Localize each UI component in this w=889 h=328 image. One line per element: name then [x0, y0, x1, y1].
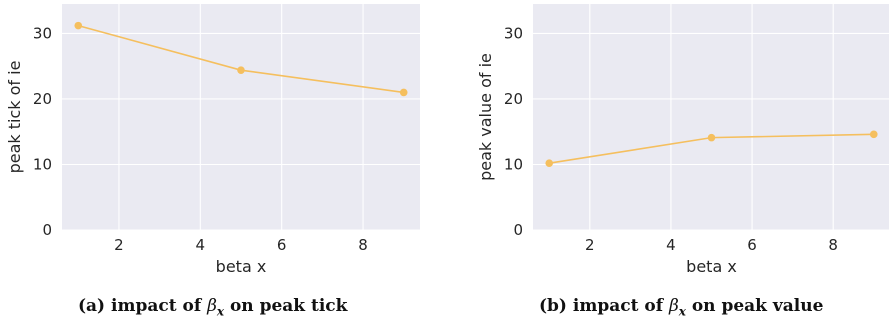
y-tick-label: 30 [33, 24, 52, 42]
plot-area [62, 4, 420, 230]
x-tick-label: 8 [828, 236, 838, 254]
plot-area [533, 4, 889, 230]
data-point [545, 159, 554, 167]
caption-a-subscript: x [216, 304, 225, 319]
x-tick-label: 4 [666, 236, 676, 254]
x-tick-label: 6 [277, 236, 287, 254]
caption-b: (b) impact of βx on peak value [539, 296, 823, 318]
y-tick-label: 30 [504, 24, 523, 42]
x-tick-label: 6 [747, 236, 757, 254]
x-tick-label: 2 [114, 236, 124, 254]
y-axis-label: peak tick of ie [5, 61, 24, 174]
caption-b-subscript: x [678, 304, 686, 319]
chart-a: 2 4 6 8 0 10 20 30 beta x peak tick of ie [5, 4, 420, 276]
caption-b-symbol: β [668, 296, 679, 316]
data-point [74, 21, 83, 30]
caption-a-symbol: β [207, 296, 217, 316]
x-tick-label: 2 [585, 236, 595, 254]
data-point [399, 88, 408, 97]
x-axis-label: beta x [216, 257, 267, 276]
caption-b-prefix: (b) impact of [539, 296, 669, 316]
x-axis-label: beta x [686, 257, 737, 276]
y-tick-label: 20 [33, 90, 52, 108]
x-tick-label: 8 [358, 236, 368, 254]
data-point [869, 130, 878, 139]
y-tick-label: 0 [513, 221, 523, 239]
y-tick-label: 10 [504, 155, 523, 173]
y-axis-label: peak value of ie [476, 53, 495, 181]
y-tick-label: 0 [42, 221, 52, 239]
y-tick-label: 10 [33, 155, 52, 173]
chart-b: 2 4 6 8 0 10 20 30 beta x peak value of ie [476, 4, 889, 276]
caption-a: (a) impact of βx on peak tick [78, 296, 347, 318]
caption-b-suffix: on peak value [685, 296, 824, 316]
data-point [237, 66, 245, 74]
x-tick-label: 4 [196, 236, 206, 254]
data-point [707, 133, 716, 142]
caption-a-prefix: (a) impact of [78, 296, 208, 316]
y-tick-label: 20 [504, 90, 523, 108]
caption-a-suffix: on peak tick [224, 296, 348, 316]
